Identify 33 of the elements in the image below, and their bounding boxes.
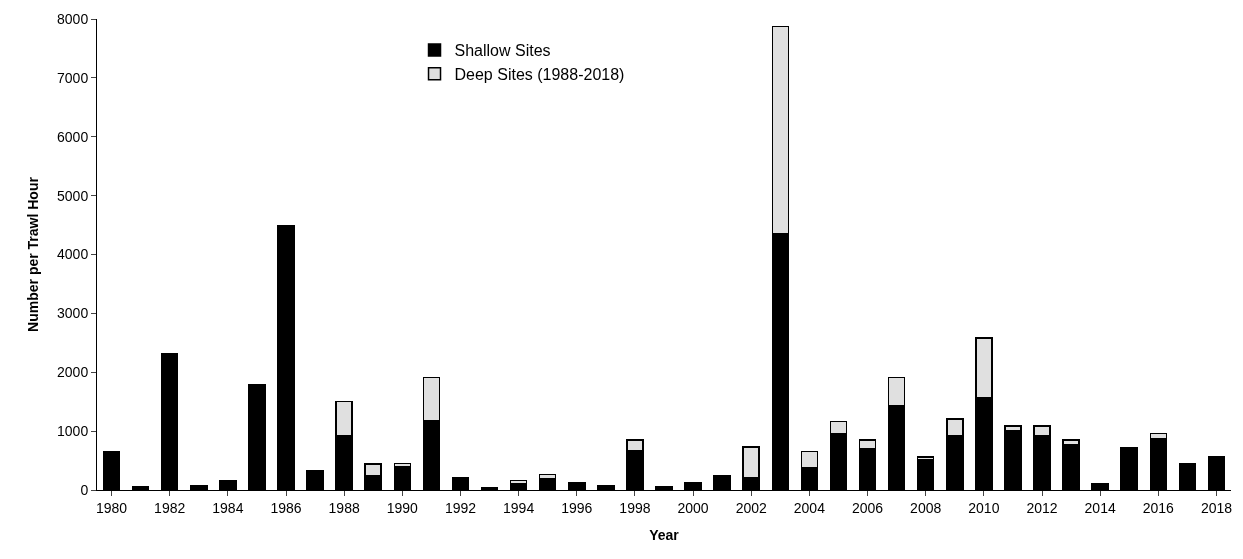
x-tick-label: 1980 <box>95 499 128 516</box>
x-tick-label: 2004 <box>793 499 826 516</box>
x-tick-label: 2008 <box>910 499 942 516</box>
y-tick-label: 4000 <box>57 246 89 263</box>
y-tick-label: 1000 <box>57 423 89 440</box>
x-tick-label: 2002 <box>735 499 768 516</box>
x-tick-label: 2010 <box>968 499 1000 516</box>
x-tick-label: 2014 <box>1084 499 1116 516</box>
x-tick-label: 2000 <box>677 499 709 516</box>
y-tick-label: 5000 <box>57 187 89 204</box>
x-tick-label: 2006 <box>851 499 884 516</box>
x-tick-label: 1990 <box>386 499 419 516</box>
legend-label: Deep Sites (1988-2018) <box>454 66 625 84</box>
x-tick-label: 1982 <box>154 499 186 516</box>
x-tick-label: 2018 <box>1200 499 1233 516</box>
x-tick-label: 1992 <box>444 499 477 516</box>
x-tick-label: 1986 <box>270 499 302 516</box>
x-tick-label: 2016 <box>1142 499 1175 516</box>
y-tick-label: 7000 <box>57 69 89 86</box>
x-tick-label: 1984 <box>212 499 244 516</box>
y-axis-title: Number per Trawl Hour <box>24 176 41 332</box>
x-tick-label: 2012 <box>1026 499 1058 516</box>
x-tick-label: 1998 <box>619 499 651 516</box>
x-tick-label: 1994 <box>503 499 535 516</box>
y-tick-label: 6000 <box>57 128 89 145</box>
x-axis-title: Year <box>649 527 680 544</box>
y-tick-label: 8000 <box>57 10 89 27</box>
y-tick-label: 2000 <box>57 364 89 381</box>
y-tick-label: 3000 <box>57 305 89 322</box>
legend-label: Shallow Sites <box>454 42 551 60</box>
x-tick-label: 1988 <box>328 499 360 516</box>
y-tick-label: 0 <box>80 481 89 498</box>
x-tick-label: 1996 <box>561 499 593 516</box>
